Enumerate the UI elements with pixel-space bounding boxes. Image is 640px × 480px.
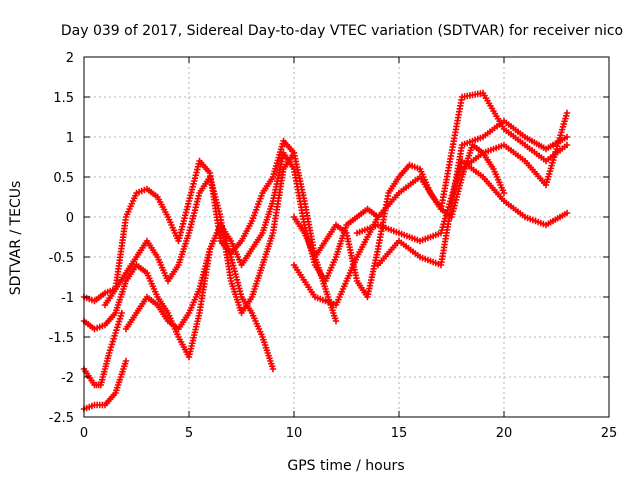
- y-tick-label: -2.5: [49, 411, 74, 426]
- data-point: [290, 149, 298, 157]
- y-axis-label: SDTVAR / TECUs: [8, 181, 24, 296]
- y-tick-label: -2: [61, 371, 74, 386]
- axis-ticks: 0 5 10 15 20 25 -2.5 -2 -1.5 -1 -0.5 0 0.5 1 1.5 2: [49, 51, 618, 441]
- chart-title: Day 039 of 2017, Sidereal Day-to-day VTE…: [61, 23, 623, 39]
- series-track-5: [101, 149, 298, 317]
- data-point: [118, 309, 125, 317]
- data-point: [563, 133, 571, 141]
- x-tick-label: 25: [601, 426, 618, 441]
- data-point: [563, 141, 571, 149]
- y-tick-label: 1.5: [53, 91, 74, 106]
- y-tick-label: 2: [66, 51, 74, 66]
- y-tick-label: 1: [66, 131, 74, 146]
- y-tick-label: 0.5: [53, 171, 74, 186]
- series-track-10: [374, 117, 571, 269]
- data-point: [563, 209, 571, 217]
- series-track-6: [122, 149, 382, 333]
- x-tick-label: 20: [496, 426, 513, 441]
- y-tick-label: -0.5: [49, 251, 74, 266]
- data-point: [122, 357, 130, 365]
- y-tick-label: -1: [61, 291, 74, 306]
- x-axis-label: GPS time / hours: [287, 458, 404, 474]
- data-points: [80, 89, 571, 413]
- y-tick-label: -1.5: [49, 331, 74, 346]
- x-tick-label: 0: [80, 426, 88, 441]
- y-tick-label: 0: [66, 211, 74, 226]
- x-tick-label: 10: [286, 426, 303, 441]
- data-point: [563, 109, 571, 117]
- data-point: [269, 365, 277, 373]
- data-point: [500, 189, 508, 197]
- x-tick-label: 15: [391, 426, 408, 441]
- data-point: [332, 317, 340, 325]
- plot-frame: [83, 56, 610, 418]
- series-track-11: [458, 109, 571, 189]
- series-track-8: [290, 89, 571, 309]
- series-track-3: [80, 137, 340, 325]
- series-track-2: [80, 309, 125, 389]
- x-tick-label: 5: [185, 426, 193, 441]
